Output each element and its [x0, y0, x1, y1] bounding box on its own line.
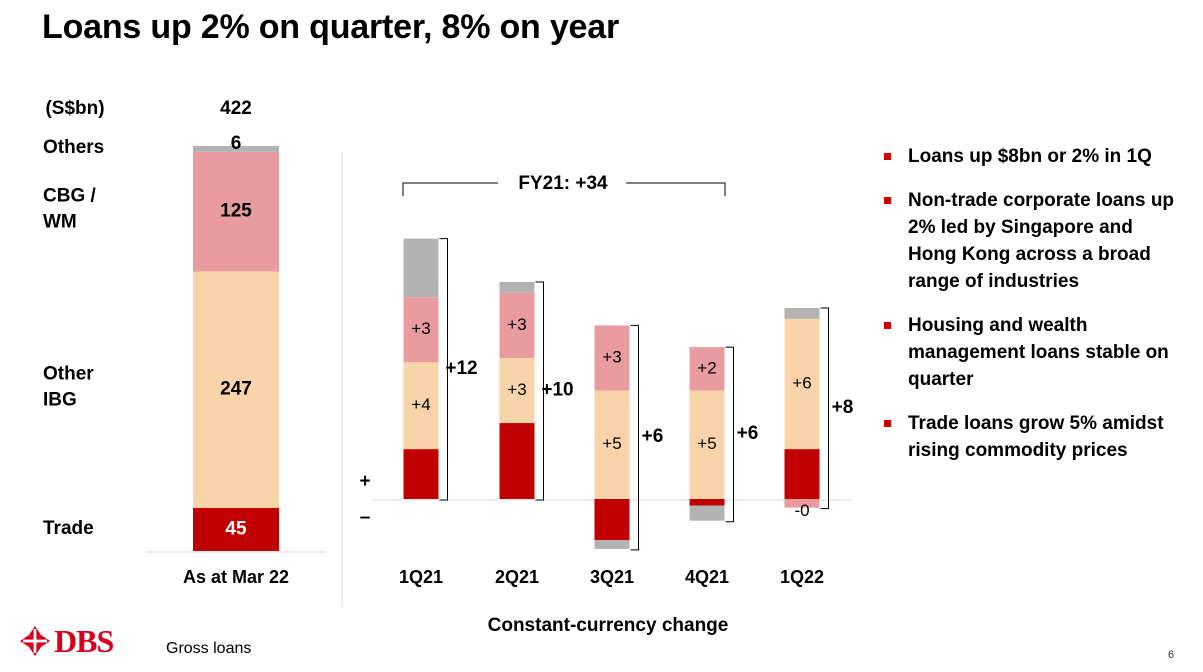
total-change-label: +8	[832, 397, 854, 418]
segment-label: +5	[602, 434, 621, 453]
bar-segment	[689, 347, 725, 391]
bar-segment	[499, 423, 535, 499]
plus-sign: +	[359, 471, 370, 492]
bar-segment	[784, 449, 820, 499]
segment-label: 45	[225, 518, 247, 539]
bullet-item: Loans up $8bn or 2% in 1Q	[884, 143, 1184, 170]
fy21-label: FY21: +34	[518, 173, 608, 194]
bar-segment	[594, 325, 630, 391]
x-axis-title: Constant-currency change	[488, 615, 729, 636]
total-bracket	[725, 346, 734, 523]
total-change-label: +6	[642, 426, 664, 447]
minus-sign: –	[360, 507, 371, 528]
bullet-text: Non-trade corporate loans up 2% led by S…	[908, 190, 1175, 292]
page-number: 6	[1168, 649, 1175, 661]
x-tick-label: 4Q21	[685, 567, 729, 587]
bar-segment	[594, 540, 630, 549]
total-change-label: +6	[737, 423, 759, 444]
bullet-item: Non-trade corporate loans up 2% led by S…	[884, 187, 1184, 295]
segment-label: 125	[220, 201, 252, 222]
x-tick-label: 1Q22	[780, 567, 824, 587]
segment-label: +3	[507, 380, 526, 399]
bar-segment	[784, 318, 820, 450]
dbs-logo: DBS	[20, 623, 114, 659]
bullet-text: Housing and wealth management loans stab…	[908, 315, 1169, 390]
category-label: CBG /	[43, 186, 97, 207]
bar-segment	[193, 507, 279, 551]
segment-label: 6	[231, 133, 242, 154]
bar-segment	[689, 390, 725, 499]
dbs-star-icon	[20, 626, 50, 656]
bar-segment	[594, 499, 630, 541]
page-title: Loans up 2% on quarter, 8% on year	[42, 8, 620, 46]
bar-segment	[594, 390, 630, 499]
logo-wordmark: DBS	[54, 623, 114, 659]
unit-label: (S$bn)	[45, 98, 104, 119]
bullet-text: Loans up $8bn or 2% in 1Q	[908, 146, 1152, 167]
total-bracket	[535, 281, 544, 501]
total-change-label: +10	[541, 380, 573, 401]
bar-segment	[193, 146, 279, 152]
segment-label: +5	[697, 434, 716, 453]
fy21-bracket	[402, 182, 726, 196]
segment-label: +2	[697, 358, 716, 377]
bullet-square-icon	[884, 420, 891, 427]
bar-segment	[193, 151, 279, 272]
category-label: Other	[43, 364, 94, 385]
bar-segment	[403, 297, 439, 363]
bullet-item: Trade loans grow 5% amidst rising commod…	[884, 410, 1184, 464]
bar-segment	[499, 282, 535, 293]
segment-label: 247	[220, 379, 252, 400]
bullet-square-icon	[884, 197, 891, 204]
total-label: 422	[220, 98, 252, 119]
segment-label: +3	[602, 347, 621, 366]
bar-segment	[403, 362, 439, 450]
category-label: Others	[43, 137, 104, 158]
bullet-square-icon	[884, 322, 891, 329]
bar-segment	[499, 357, 535, 424]
segment-label: +6	[792, 373, 811, 392]
category-label: IBG	[43, 390, 77, 411]
bar-segment	[689, 505, 725, 521]
total-change-label: +12	[445, 358, 477, 379]
bar-segment	[499, 292, 535, 358]
bar-segment	[403, 449, 439, 499]
bar-segment	[193, 271, 279, 508]
bar-segment	[784, 499, 820, 508]
segment-label: -0	[794, 501, 809, 520]
footer-note: Gross loans	[166, 640, 252, 657]
bullet-text: Trade loans grow 5% amidst rising commod…	[908, 413, 1164, 461]
x-tick-label: As at Mar 22	[183, 567, 289, 587]
total-bracket	[630, 324, 639, 551]
category-label: WM	[43, 212, 77, 233]
segment-label: +4	[411, 395, 430, 414]
bar-segment	[689, 499, 725, 506]
bullet-square-icon	[884, 153, 891, 160]
x-tick-label: 2Q21	[495, 567, 539, 587]
bar-segment	[403, 238, 439, 298]
category-label: Trade	[43, 518, 94, 539]
bullet-list: Loans up $8bn or 2% in 1Q Non-trade corp…	[884, 143, 1184, 481]
segment-label: +3	[411, 319, 430, 338]
total-bracket	[820, 307, 829, 510]
total-bracket	[439, 238, 448, 501]
bar-segment	[784, 308, 820, 319]
segment-label: +3	[507, 315, 526, 334]
x-tick-label: 3Q21	[590, 567, 634, 587]
bullet-item: Housing and wealth management loans stab…	[884, 312, 1184, 393]
x-tick-label: 1Q21	[399, 567, 443, 587]
